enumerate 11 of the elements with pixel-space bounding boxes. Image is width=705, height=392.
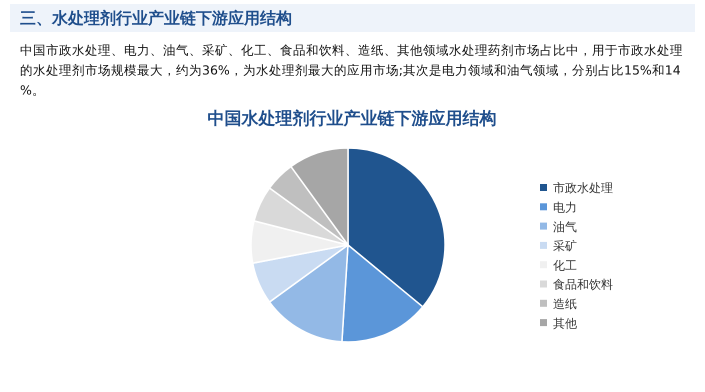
legend-label: 市政水处理: [553, 181, 613, 196]
text: 中国市政水处理、电力、油气、采矿、化工、食品和饮料、造纸、其他领域水处理药剂市场占比中，用于市政水处理的水处理剂市场规模最大，约为36%，为水处理剂最大的应用市场;其次是电力领域和油气领域，分别占比15%和14%。: [20, 42, 683, 98]
legend-label: 电力: [553, 200, 577, 214]
legend-label: 其他: [553, 316, 577, 330]
chart-subtitle: 中国水处理剂行业产业链下游应用结构: [208, 108, 496, 129]
chart-title: 三、水处理剂行业产业链下游应用结构: [20, 8, 292, 28]
legend-label: 油气: [553, 220, 577, 234]
legend-label: 造纸: [553, 297, 577, 311]
legend-label: 采矿: [553, 239, 577, 254]
legend-label: 化工: [553, 258, 577, 272]
legend-label: 食品和饮料: [553, 278, 613, 292]
